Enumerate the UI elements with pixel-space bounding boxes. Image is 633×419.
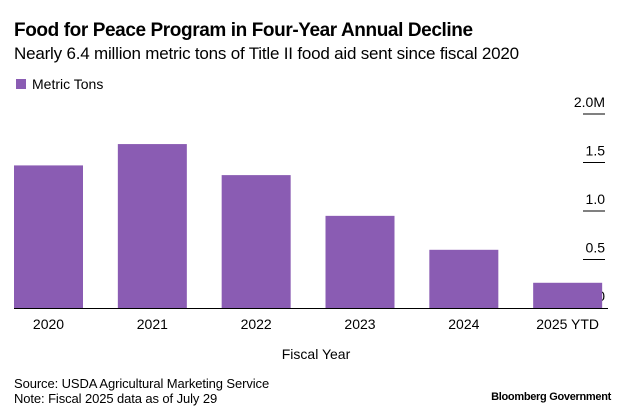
bar-2023 bbox=[325, 215, 395, 308]
legend-label-metric-tons: Metric Tons bbox=[32, 76, 104, 92]
bar-2020 bbox=[14, 165, 83, 308]
x-tick-label: 2021 bbox=[137, 316, 168, 332]
bars bbox=[14, 144, 603, 308]
chart-subtitle: Nearly 6.4 million metric tons of Title … bbox=[14, 44, 519, 63]
bar-2024 bbox=[429, 249, 499, 308]
y-tick-label: 1.5 bbox=[586, 143, 606, 159]
bar-2025-ytd bbox=[533, 282, 603, 308]
bar-2021 bbox=[117, 144, 187, 308]
y-axis: 00.51.01.52.0M bbox=[574, 94, 605, 304]
x-tick-label: 2025 YTD bbox=[536, 316, 599, 332]
data-note: Note: Fiscal 2025 data as of July 29 bbox=[14, 391, 218, 406]
x-tick-label: 2023 bbox=[344, 316, 375, 332]
y-tick-label: 0.5 bbox=[586, 240, 606, 256]
source-note: Source: USDA Agricultural Marketing Serv… bbox=[14, 376, 270, 391]
x-axis-title: Fiscal Year bbox=[282, 346, 351, 362]
x-tick-label: 2020 bbox=[33, 316, 64, 332]
x-tick-label: 2022 bbox=[241, 316, 272, 332]
bar-2022 bbox=[221, 175, 291, 308]
footer-notes: Source: USDA Agricultural Marketing Serv… bbox=[14, 376, 269, 406]
x-axis: 2020 2021 2022 2023 2024 2025 YTD bbox=[33, 316, 599, 332]
x-tick-label: 2024 bbox=[448, 316, 479, 332]
chart-title: Food for Peace Program in Four-Year Annu… bbox=[14, 20, 473, 41]
legend: Metric Tons bbox=[16, 76, 103, 92]
y-tick-label: 1.0 bbox=[586, 191, 606, 207]
legend-swatch-metric-tons bbox=[16, 79, 26, 89]
brand-logo: Bloomberg Government bbox=[491, 391, 611, 403]
y-tick-label: 2.0M bbox=[574, 94, 605, 110]
